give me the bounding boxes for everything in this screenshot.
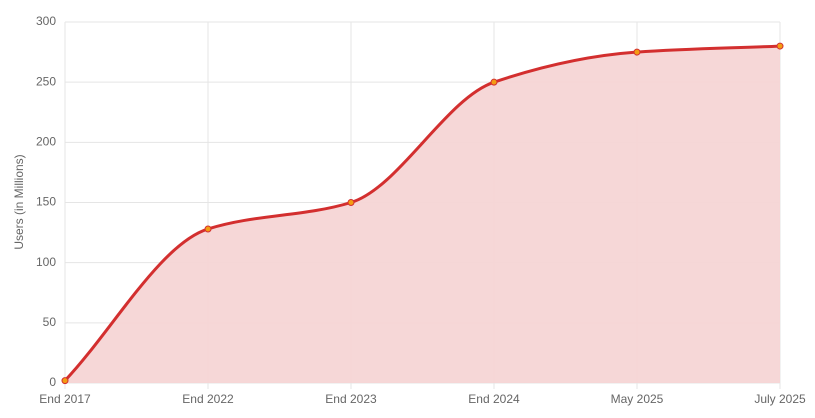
y-tick-label: 50 [43,315,57,329]
x-tick-label: July 2025 [754,392,806,406]
x-tick-label: End 2023 [325,392,377,406]
area [65,46,780,384]
y-axis-label: Users (in Millions) [12,154,26,249]
data-point [633,48,641,56]
y-tick-label: 100 [36,255,56,269]
y-tick-label: 150 [36,195,56,209]
data-point [61,377,69,385]
data-point [490,78,498,86]
x-tick-label: End 2022 [182,392,234,406]
y-tick-label: 250 [36,74,56,88]
x-tick-label: End 2024 [468,392,520,406]
data-point [776,42,784,50]
data-point [204,225,212,233]
data-point [347,199,355,206]
x-tick-label: End 2017 [39,392,91,406]
y-tick-label: 300 [36,14,56,28]
x-tick-label: May 2025 [611,392,664,406]
y-tick-label: 200 [36,135,56,149]
y-tick-label: 0 [49,375,56,389]
